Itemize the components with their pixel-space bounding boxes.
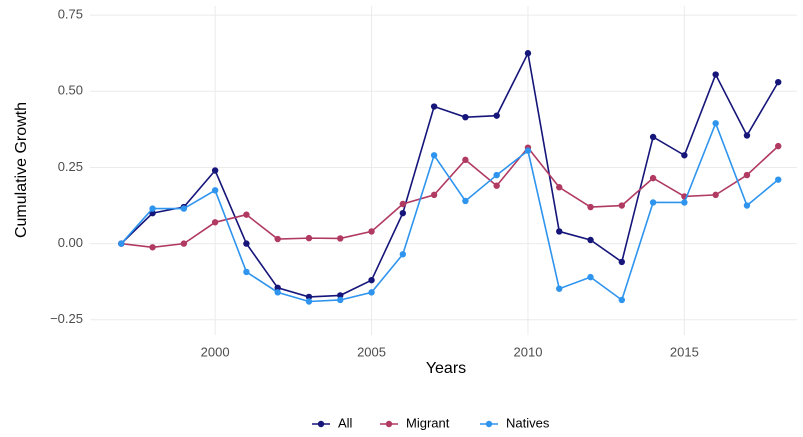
x-tick-label: 2015 xyxy=(670,344,699,359)
point xyxy=(180,240,188,247)
point xyxy=(649,199,657,206)
point xyxy=(681,152,688,159)
point xyxy=(681,199,688,206)
point xyxy=(493,112,500,119)
legend-point xyxy=(485,420,493,428)
point xyxy=(399,200,407,208)
point xyxy=(462,197,469,205)
point xyxy=(649,133,657,141)
y-tick-label: 0.00 xyxy=(58,235,83,250)
y-axis-title: Cumulative Growth xyxy=(13,102,30,238)
point xyxy=(430,152,438,159)
point xyxy=(211,187,219,194)
point xyxy=(712,71,719,78)
x-tick-label: 2000 xyxy=(201,344,230,359)
point xyxy=(524,147,532,154)
point xyxy=(149,205,156,212)
point xyxy=(337,296,344,304)
point xyxy=(305,298,313,305)
point xyxy=(274,235,281,243)
point xyxy=(556,184,563,191)
point xyxy=(775,78,782,86)
point xyxy=(462,113,469,121)
point xyxy=(368,289,375,296)
point xyxy=(274,289,281,296)
y-tick-label: 0.50 xyxy=(58,83,83,98)
legend-point xyxy=(385,420,393,428)
legend-label: Natives xyxy=(506,415,550,430)
point xyxy=(305,293,313,301)
point xyxy=(337,292,344,299)
x-axis-title: Years xyxy=(426,360,466,377)
point xyxy=(243,240,250,247)
point xyxy=(556,228,563,235)
point xyxy=(399,209,407,217)
point xyxy=(368,228,375,235)
point xyxy=(493,171,500,179)
point xyxy=(743,132,751,139)
point xyxy=(775,176,782,183)
point xyxy=(243,268,250,276)
point xyxy=(649,174,657,182)
legend-label: All xyxy=(338,415,353,430)
point xyxy=(462,156,469,164)
point xyxy=(587,273,594,281)
legend-point xyxy=(317,420,325,428)
point xyxy=(430,103,438,110)
point xyxy=(618,202,626,209)
point xyxy=(712,191,719,199)
point xyxy=(524,50,532,57)
y-tick-label: −0.25 xyxy=(50,311,83,326)
series-line xyxy=(121,145,779,249)
point xyxy=(368,276,375,284)
series-line xyxy=(120,121,779,303)
point xyxy=(618,258,626,266)
point xyxy=(775,142,782,150)
point xyxy=(712,120,719,127)
point xyxy=(243,211,250,218)
series-line xyxy=(120,50,779,298)
point xyxy=(211,219,219,226)
point xyxy=(743,171,751,179)
point xyxy=(149,244,156,251)
point xyxy=(743,202,751,209)
y-tick-label: 0.75 xyxy=(58,7,83,22)
point xyxy=(399,251,407,258)
x-tick-label: 2005 xyxy=(357,344,386,359)
point xyxy=(180,205,188,212)
point xyxy=(556,285,563,292)
point xyxy=(211,167,219,174)
point xyxy=(587,236,594,244)
legend-label: Migrant xyxy=(406,415,450,430)
x-tick-label: 2010 xyxy=(514,344,543,359)
point xyxy=(305,234,313,242)
point xyxy=(493,182,500,189)
point xyxy=(118,240,125,247)
y-tick-label: 0.25 xyxy=(58,159,83,174)
point xyxy=(430,191,438,199)
point xyxy=(618,296,626,304)
point xyxy=(274,284,281,291)
point xyxy=(587,203,594,211)
point xyxy=(337,235,344,242)
